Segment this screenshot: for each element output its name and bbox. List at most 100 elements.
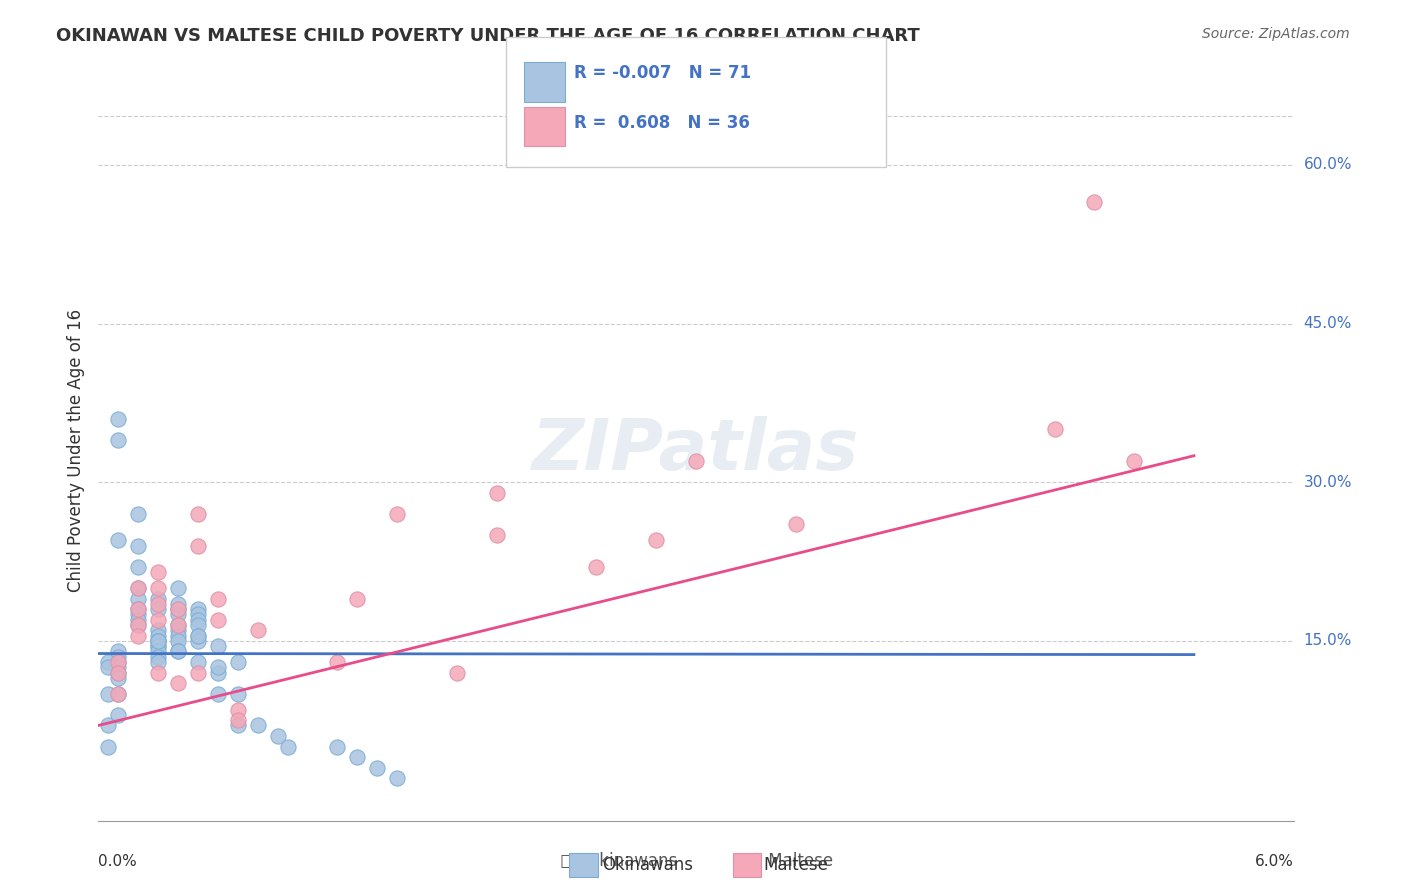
Point	[127, 602, 149, 616]
Text: □  Okinawans: □ Okinawans	[560, 852, 678, 870]
Point	[107, 655, 129, 669]
Point	[167, 676, 190, 690]
Point	[167, 602, 190, 616]
Point	[485, 485, 508, 500]
Point	[167, 618, 190, 632]
Text: 30.0%: 30.0%	[1303, 475, 1353, 490]
Point	[346, 591, 368, 606]
Point	[485, 528, 508, 542]
Point	[107, 671, 129, 685]
Point	[148, 644, 170, 658]
Text: ZIPatlas: ZIPatlas	[533, 416, 859, 485]
Point	[107, 687, 129, 701]
Point	[107, 644, 129, 658]
Point	[107, 433, 129, 447]
Point	[187, 665, 209, 680]
Point	[167, 628, 190, 642]
Point	[187, 602, 209, 616]
Text: R =  0.608   N = 36: R = 0.608 N = 36	[574, 114, 749, 132]
Point	[446, 665, 468, 680]
Point	[127, 581, 149, 595]
Point	[326, 739, 349, 754]
Point	[107, 533, 129, 548]
Point	[167, 607, 190, 622]
Text: 0.0%: 0.0%	[98, 854, 138, 869]
Point	[127, 559, 149, 574]
Point	[226, 718, 249, 732]
Text: 45.0%: 45.0%	[1303, 316, 1351, 331]
Point	[107, 665, 129, 680]
Text: Source: ZipAtlas.com: Source: ZipAtlas.com	[1202, 27, 1350, 41]
Point	[127, 613, 149, 627]
Point	[645, 533, 668, 548]
Point	[207, 639, 229, 653]
Point	[346, 750, 368, 764]
Point	[167, 624, 190, 638]
Point	[148, 665, 170, 680]
Point	[246, 718, 269, 732]
Point	[187, 613, 209, 627]
Point	[148, 565, 170, 579]
Text: OKINAWAN VS MALTESE CHILD POVERTY UNDER THE AGE OF 16 CORRELATION CHART: OKINAWAN VS MALTESE CHILD POVERTY UNDER …	[56, 27, 920, 45]
Point	[127, 581, 149, 595]
Point	[97, 687, 120, 701]
Point	[207, 660, 229, 674]
Point	[785, 517, 807, 532]
Point	[187, 539, 209, 553]
Point	[97, 660, 120, 674]
Point	[326, 655, 349, 669]
Point	[267, 729, 290, 743]
Point	[148, 597, 170, 611]
Point	[148, 639, 170, 653]
Point	[127, 507, 149, 521]
Point	[97, 655, 120, 669]
Point	[1083, 194, 1105, 209]
Text: □  Maltese: □ Maltese	[742, 852, 832, 870]
Text: 60.0%: 60.0%	[1303, 157, 1353, 172]
Point	[107, 665, 129, 680]
Point	[366, 761, 388, 775]
Point	[167, 633, 190, 648]
Point	[107, 411, 129, 425]
Point	[385, 772, 409, 786]
Point	[107, 687, 129, 701]
Point	[127, 539, 149, 553]
Point	[1043, 422, 1066, 436]
Point	[167, 581, 190, 595]
Point	[148, 655, 170, 669]
Point	[226, 703, 249, 717]
Point	[207, 665, 229, 680]
Point	[685, 454, 707, 468]
Text: 6.0%: 6.0%	[1254, 854, 1294, 869]
Point	[127, 602, 149, 616]
Point	[148, 639, 170, 653]
Point	[127, 618, 149, 632]
Point	[246, 624, 269, 638]
Point	[207, 687, 229, 701]
Point	[127, 628, 149, 642]
Point	[148, 581, 170, 595]
Text: 15.0%: 15.0%	[1303, 633, 1351, 648]
Point	[107, 655, 129, 669]
Point	[148, 628, 170, 642]
Point	[585, 559, 607, 574]
Point	[148, 602, 170, 616]
Point	[207, 591, 229, 606]
Point	[167, 644, 190, 658]
Point	[187, 507, 209, 521]
Point	[148, 633, 170, 648]
Point	[207, 613, 229, 627]
Point	[97, 739, 120, 754]
Point	[148, 624, 170, 638]
Point	[167, 597, 190, 611]
Point	[187, 607, 209, 622]
Point	[127, 607, 149, 622]
Point	[97, 718, 120, 732]
Point	[167, 644, 190, 658]
Point	[148, 649, 170, 664]
Point	[187, 655, 209, 669]
Y-axis label: Child Poverty Under the Age of 16: Child Poverty Under the Age of 16	[66, 309, 84, 592]
Point	[187, 628, 209, 642]
Point	[167, 618, 190, 632]
Point	[385, 507, 409, 521]
